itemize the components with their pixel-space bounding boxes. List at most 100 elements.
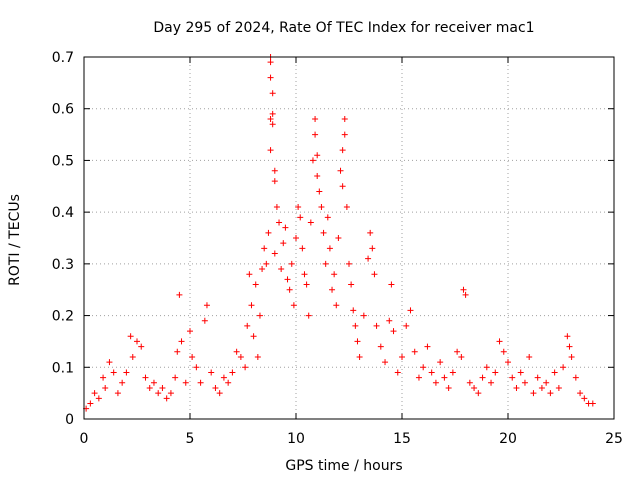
data-point	[589, 400, 596, 407]
data-point	[286, 286, 293, 293]
data-point	[314, 172, 321, 179]
y-tick-label: 0.4	[52, 205, 74, 221]
data-point	[172, 374, 179, 381]
y-tick-label: 0.1	[52, 360, 74, 376]
data-point	[316, 188, 323, 195]
data-point	[273, 203, 280, 210]
data-point	[521, 379, 528, 386]
data-point	[415, 374, 422, 381]
data-point	[428, 369, 435, 376]
x-tick-label: 15	[393, 431, 411, 447]
data-point	[509, 374, 516, 381]
data-point	[250, 333, 257, 340]
data-point	[354, 338, 361, 345]
x-tick-labels: 0 5 10 15 20 25	[80, 431, 623, 447]
data-point	[246, 271, 253, 278]
data-point	[267, 116, 274, 123]
data-point	[551, 369, 558, 376]
data-point	[411, 348, 418, 355]
data-point	[110, 369, 117, 376]
data-point	[339, 183, 346, 190]
y-tick-labels: 0 0.1 0.2 0.3 0.4 0.5 0.6 0.7	[52, 50, 74, 428]
x-tick-label: 20	[499, 431, 517, 447]
data-point	[356, 353, 363, 360]
data-point	[263, 260, 270, 267]
data-point	[458, 353, 465, 360]
data-point	[220, 374, 227, 381]
data-point	[225, 379, 232, 386]
data-point	[278, 266, 285, 273]
data-point	[445, 384, 452, 391]
data-point	[382, 359, 389, 366]
data-point	[284, 276, 291, 283]
data-point	[329, 286, 336, 293]
data-point	[106, 359, 113, 366]
data-point	[276, 219, 283, 226]
y-tick-label: 0.7	[52, 50, 74, 66]
data-point	[331, 271, 338, 278]
data-point	[538, 384, 545, 391]
data-point	[555, 384, 562, 391]
data-point	[386, 317, 393, 324]
data-point	[178, 338, 185, 345]
data-point	[91, 390, 98, 397]
data-point	[369, 245, 376, 252]
data-point	[155, 390, 162, 397]
data-point	[265, 229, 272, 236]
data-point	[341, 116, 348, 123]
data-point	[371, 271, 378, 278]
data-point	[530, 390, 537, 397]
x-tick-label: 0	[80, 431, 89, 447]
plot-frame	[83, 56, 615, 420]
data-point	[269, 90, 276, 97]
data-point	[307, 219, 314, 226]
data-point	[233, 348, 240, 355]
data-point	[517, 369, 524, 376]
data-point	[560, 364, 567, 371]
data-point	[293, 235, 299, 241]
data-point	[267, 59, 274, 66]
data-point	[129, 353, 136, 360]
data-point	[87, 400, 94, 407]
data-point	[259, 266, 266, 273]
data-points	[83, 54, 596, 412]
data-point	[564, 333, 571, 340]
data-point	[365, 255, 372, 262]
data-point	[150, 379, 157, 386]
data-point	[420, 364, 427, 371]
data-point	[460, 286, 467, 293]
data-point	[280, 240, 287, 247]
data-point	[295, 203, 302, 210]
data-point	[483, 364, 490, 371]
data-point	[176, 291, 183, 298]
data-point	[337, 167, 344, 174]
data-point	[244, 322, 251, 329]
data-point	[407, 307, 414, 314]
data-point	[322, 260, 329, 267]
data-point	[577, 390, 584, 397]
data-point	[290, 302, 297, 309]
grid-lines	[84, 57, 614, 419]
data-point	[543, 379, 550, 386]
data-point	[261, 245, 268, 252]
data-point	[167, 390, 174, 397]
data-point	[320, 229, 327, 236]
data-point	[303, 281, 310, 288]
data-point	[339, 147, 346, 154]
y-tick-label: 0	[65, 412, 74, 428]
data-point	[462, 291, 469, 298]
data-point	[437, 359, 444, 366]
data-point	[496, 338, 503, 345]
data-point	[348, 281, 355, 288]
data-point	[309, 157, 316, 164]
data-point	[269, 121, 276, 128]
data-point	[159, 384, 166, 391]
data-point	[352, 322, 359, 329]
data-point	[299, 245, 306, 252]
data-point	[208, 369, 215, 376]
data-point	[163, 395, 170, 402]
data-point	[271, 178, 278, 185]
data-point	[526, 353, 533, 360]
data-point	[127, 333, 134, 340]
data-point	[454, 348, 461, 355]
